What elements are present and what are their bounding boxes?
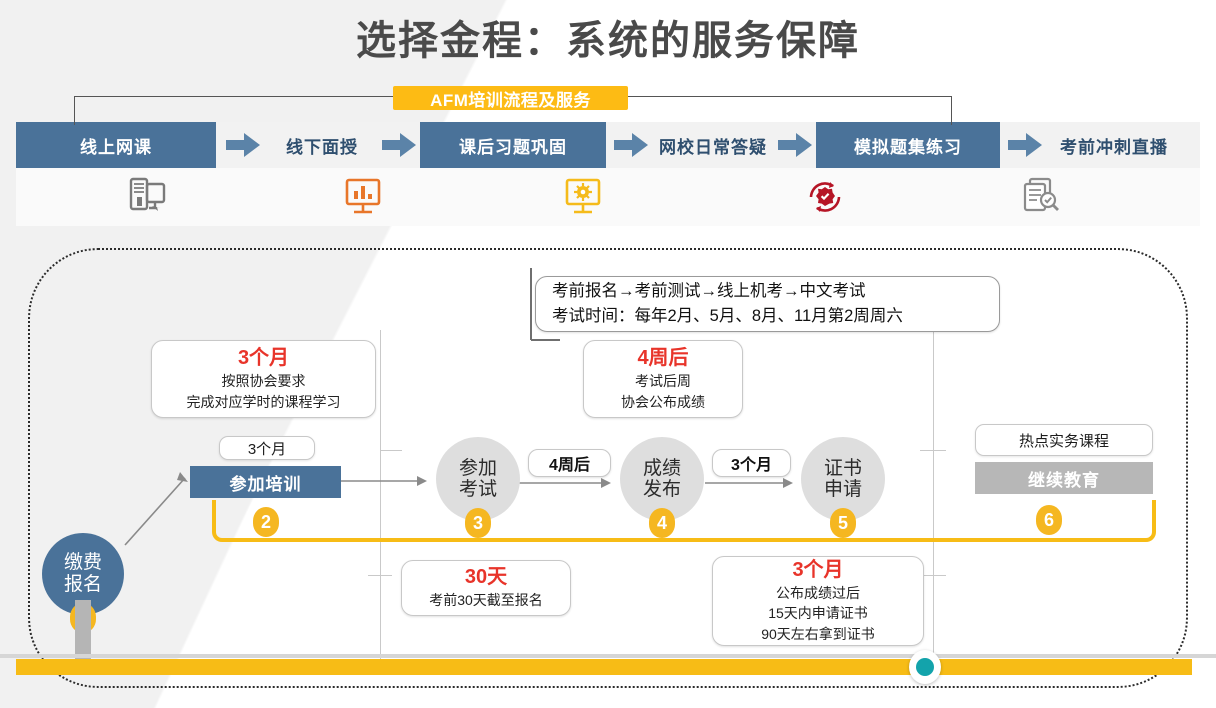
callout-headline: 3个月 — [792, 559, 844, 582]
pillar-support — [75, 600, 91, 660]
callout-headline: 3个月 — [237, 347, 290, 370]
flow-segment-label: 模拟题集练习 — [854, 137, 962, 157]
callout-line: 按照协会要求 — [221, 373, 306, 390]
bottom-rail — [16, 659, 1192, 675]
step-label-3-months: 3个月 — [712, 449, 791, 477]
result-release-note: 4周后 考试后周 协会公布成绩 — [583, 340, 743, 418]
node-tag-label: 热点实务课程 — [1018, 432, 1109, 450]
flow-arrow-5 — [1008, 133, 1042, 157]
flow-segment-mock-exam[interactable]: 模拟题集练习 — [816, 122, 1000, 168]
rail-progress-dot[interactable] — [909, 650, 941, 684]
timeline-container — [28, 248, 1188, 688]
node-number-badge-6: 6 — [1036, 505, 1062, 535]
callout-line: 15天内申请证书 — [768, 605, 868, 622]
timeline-tick-3 — [368, 575, 392, 576]
flow-segment-label: 网校日常答疑 — [659, 137, 767, 157]
flow-segment-offline-class[interactable]: 线下面授 — [262, 122, 382, 168]
training-duration-note: 3个月 按照协会要求 完成对应学时的课程学习 — [151, 340, 376, 418]
step-label-4-weeks: 4周后 — [528, 449, 611, 477]
monitor-barchart-icon — [340, 175, 386, 219]
node-continuing-education[interactable]: 继续教育 — [975, 462, 1153, 494]
node-label-line-1: 证书 — [823, 457, 862, 479]
certificate-note: 3个月 公布成绩过后 15天内申请证书 90天左右拿到证书 — [712, 556, 924, 646]
flow-arrow-4 — [778, 133, 812, 157]
flow-segment-label: 线下面授 — [286, 137, 358, 157]
flow-bracket-label: AFM培训流程及服务 — [393, 86, 628, 110]
node-attend-training[interactable]: 参加培训 — [190, 466, 341, 498]
callout-line: 考前30天截至报名 — [429, 592, 543, 609]
flow-segment-homework[interactable]: 课后习题巩固 — [420, 122, 606, 168]
node-number-badge-2: 2 — [253, 507, 279, 537]
node-attend-training-tag: 3个月 — [219, 436, 315, 460]
node-label-line-2: 申请 — [823, 479, 862, 500]
callout-line: 考试后周 — [635, 373, 691, 390]
page-title: 选择金程：系统的服务保障 — [356, 19, 860, 63]
flow-segment-online-course[interactable]: 线上网课 — [16, 122, 216, 168]
callout-line: 90天左右拿到证书 — [761, 625, 875, 642]
node-continuing-education-tag: 热点实务课程 — [975, 424, 1153, 456]
node-score-release[interactable]: 成绩 发布 — [620, 437, 704, 521]
monitor-gear-icon — [560, 175, 606, 219]
process-bracket — [212, 500, 1156, 542]
node-label-line-2: 发布 — [642, 479, 681, 500]
exam-note-line-1: 考前报名→考前测试→线上机考→中文考试 — [552, 282, 866, 301]
registration-deadline-note: 30天 考前30天截至报名 — [401, 560, 571, 616]
callout-line: 完成对应学时的课程学习 — [186, 393, 341, 410]
node-number-badge-5: 5 — [830, 508, 856, 538]
refresh-gear-check-icon — [802, 175, 848, 219]
flow-segment-label: 考前冲刺直播 — [1060, 137, 1168, 157]
node-number-badge-3: 3 — [465, 508, 491, 538]
flow-segment-final-live[interactable]: 考前冲刺直播 — [1044, 122, 1184, 168]
callout-line: 协会公布成绩 — [621, 393, 705, 410]
node-label-line-2: 考试 — [458, 479, 497, 500]
flow-arrow-1 — [226, 133, 260, 157]
exam-note-line-2: 考试时间：每年2月、5月、8月、11月第2周周六 — [552, 307, 903, 325]
timeline-divider-2 — [933, 330, 934, 660]
node-label-line-1: 缴费 — [63, 552, 102, 574]
callout-line: 公布成绩过后 — [776, 585, 860, 602]
node-label-line-1: 成绩 — [642, 457, 681, 479]
callout-headline: 30天 — [464, 566, 508, 589]
timeline-divider-1 — [380, 330, 381, 660]
node-label-line-2: 报名 — [63, 574, 102, 595]
node-take-exam[interactable]: 参加 考试 — [436, 437, 520, 521]
node-label: 参加培训 — [229, 474, 302, 494]
node-number-badge-4: 4 — [649, 508, 675, 538]
callout-headline: 4周后 — [637, 347, 689, 370]
timeline-tick-1 — [380, 450, 402, 451]
icon-row-background — [16, 168, 1200, 226]
document-magnifier-icon — [1018, 175, 1064, 219]
rail-dot-inner — [916, 658, 934, 676]
flow-segment-label: 线上网课 — [80, 137, 152, 157]
desktop-computer-icon — [125, 175, 171, 219]
flow-arrow-3 — [614, 133, 648, 157]
flow-segment-label: 课后习题巩固 — [459, 137, 567, 157]
node-label: 继续教育 — [1028, 470, 1100, 490]
rail-shadow-line — [0, 654, 1216, 658]
node-certificate-apply[interactable]: 证书 申请 — [801, 437, 885, 521]
flow-segment-daily-qa[interactable]: 网校日常答疑 — [648, 122, 778, 168]
timeline-tick-2 — [920, 450, 946, 451]
node-label-line-1: 参加 — [458, 457, 497, 479]
flow-arrow-2 — [382, 133, 416, 157]
node-tag-label: 3个月 — [247, 440, 287, 458]
timeline-tick-4 — [920, 575, 946, 576]
exam-note-box: 考前报名→考前测试→线上机考→中文考试 考试时间：每年2月、5月、8月、11月第… — [535, 276, 1000, 332]
